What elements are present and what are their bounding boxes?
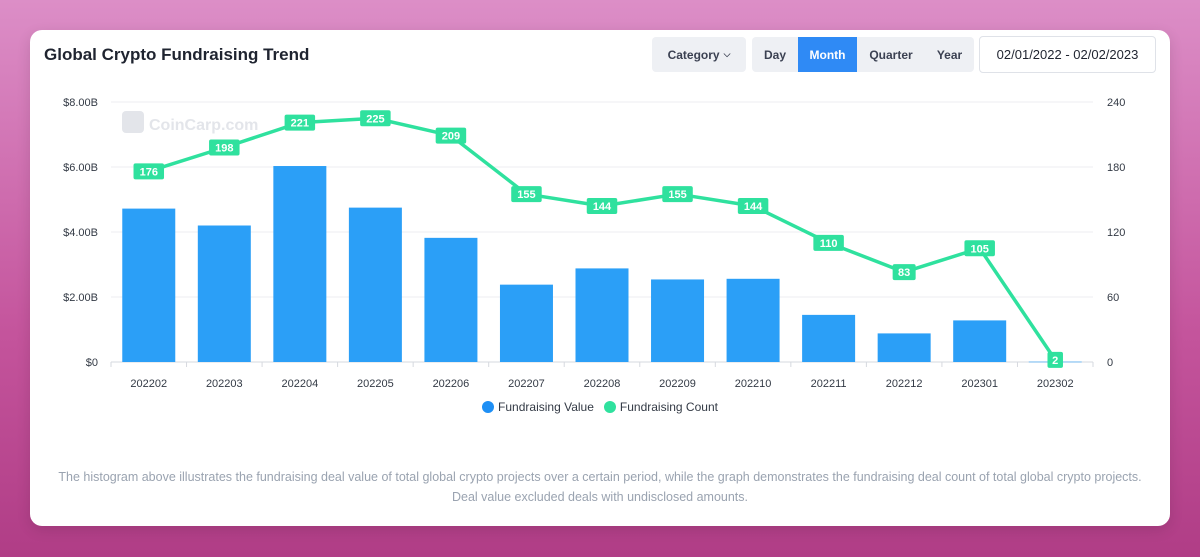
count-data-label-bg — [360, 110, 391, 127]
legend-label-value: Fundraising Value — [498, 400, 594, 414]
count-data-label: 144 — [593, 201, 612, 213]
x-tick-label: 202207 — [508, 378, 545, 390]
count-data-label: 2 — [1052, 355, 1058, 367]
x-tick-label: 202203 — [206, 378, 243, 390]
count-data-label-bg — [964, 240, 995, 257]
count-data-label: 155 — [668, 189, 686, 201]
bar-fundraising-value — [273, 166, 327, 362]
legend-label-count: Fundraising Count — [619, 400, 718, 414]
count-data-label: 144 — [744, 201, 763, 213]
x-tick-label: 202302 — [1037, 378, 1074, 390]
legend: Fundraising Value Fundraising Count — [30, 400, 1170, 414]
bar-fundraising-value — [651, 279, 705, 362]
y-right-tick-label: 180 — [1107, 162, 1125, 174]
legend-dot-value — [482, 401, 495, 413]
x-tick-label: 202202 — [130, 378, 167, 390]
count-data-label-bg — [133, 163, 165, 180]
bar-fundraising-value — [348, 207, 402, 362]
chevron-down-icon: ⌵ — [723, 49, 731, 59]
x-tick-label: 202206 — [433, 378, 470, 390]
y-left-tick-label: $2.00B — [63, 292, 98, 304]
tab-month[interactable]: Month — [798, 37, 857, 72]
bar-fundraising-value — [802, 314, 856, 362]
x-tick-label: 202209 — [659, 378, 696, 390]
date-range-input[interactable]: 02/01/2022 - 02/02/2023 — [979, 36, 1156, 73]
count-data-label: 209 — [442, 131, 460, 143]
x-tick-label: 202205 — [357, 378, 394, 390]
watermark-text: CoinCarp.com — [149, 117, 258, 134]
count-data-label-bg — [737, 198, 769, 214]
page-title: Global Crypto Fundraising Trend — [44, 45, 310, 64]
bar-fundraising-value — [877, 333, 931, 362]
y-left-tick-label: $0 — [86, 357, 98, 369]
count-data-label-bg — [1047, 351, 1063, 368]
y-left-tick-label: $8.00B — [63, 97, 98, 109]
tab-quarter[interactable]: Quarter — [869, 47, 913, 62]
bar-fundraising-value — [499, 284, 553, 362]
count-data-label-bg — [435, 127, 467, 144]
legend-item-value[interactable]: Fundraising Value — [482, 400, 594, 414]
legend-item-count[interactable]: Fundraising Count — [603, 400, 718, 414]
count-data-label: 110 — [820, 238, 838, 250]
count-data-label: 105 — [971, 243, 989, 255]
count-data-label-bg — [284, 114, 316, 131]
count-data-label: 155 — [517, 189, 535, 201]
count-data-label-bg — [511, 186, 542, 203]
y-left-tick-label: $4.00B — [63, 227, 98, 239]
x-tick-label: 202211 — [811, 378, 847, 390]
count-data-label: 221 — [291, 118, 309, 130]
count-data-label: 83 — [898, 267, 910, 279]
y-right-tick-label: 120 — [1107, 227, 1125, 239]
bar-fundraising-value — [122, 208, 176, 362]
count-data-label-bg — [813, 234, 844, 251]
bar-fundraising-value — [726, 278, 780, 362]
count-data-label: 198 — [215, 143, 233, 155]
y-right-tick-label: 0 — [1107, 357, 1113, 369]
bar-fundraising-value — [197, 225, 251, 362]
category-dropdown[interactable]: Category ⌵ — [652, 37, 746, 72]
tab-year[interactable]: Year — [936, 47, 963, 62]
x-tick-label: 202204 — [281, 378, 318, 390]
legend-dot-count — [603, 401, 616, 413]
tab-day[interactable]: Day — [763, 47, 786, 62]
bar-fundraising-value — [953, 320, 1007, 362]
chart-area: CoinCarp.com 176 198 221 225 209 155 144 155 144… — [63, 97, 1125, 390]
count-data-label-bg — [209, 139, 240, 156]
count-data-label: 176 — [140, 166, 158, 178]
count-data-label: 225 — [366, 113, 384, 125]
bar-fundraising-value — [424, 237, 478, 362]
x-tick-label: 202301 — [961, 378, 998, 390]
y-right-tick-label: 240 — [1107, 97, 1125, 109]
count-data-label-bg — [662, 186, 693, 203]
watermark: CoinCarp.com — [122, 111, 258, 134]
y-left-tick-label: $6.00B — [63, 162, 98, 174]
y-right-tick-label: 60 — [1107, 292, 1119, 304]
x-tick-label: 202212 — [886, 378, 923, 390]
count-data-label-bg — [586, 198, 618, 214]
period-tabs: Day Month Quarter Year — [752, 37, 974, 72]
count-data-label-bg — [892, 264, 916, 281]
chart-card: Global Crypto Fundraising Trend Category… — [30, 30, 1170, 526]
x-tick-label: 202210 — [735, 378, 772, 390]
coincarp-logo-icon — [122, 111, 144, 133]
chart-footnote: The histogram above illustrates the fund… — [58, 470, 1142, 504]
x-tick-label: 202208 — [584, 378, 621, 390]
category-label: Category — [667, 47, 720, 62]
bar-fundraising-value — [575, 268, 629, 362]
